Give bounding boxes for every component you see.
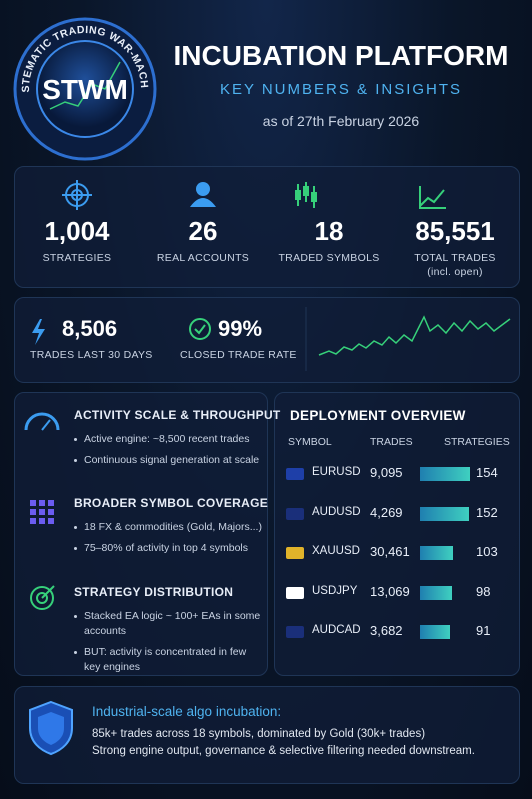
strategy-bar <box>420 506 470 521</box>
kpi-icons <box>62 180 446 210</box>
kpi-value: 26 <box>188 216 218 246</box>
strategy-bar <box>420 467 470 481</box>
strategy-bar <box>420 546 454 560</box>
flag <box>286 507 304 520</box>
row-symbol: USDJPY <box>312 584 358 597</box>
logo: SYSTEMATIC TRADING WAR-MACHINE STWM <box>10 14 157 161</box>
insight-icons <box>24 412 60 610</box>
footer-line: Strong engine output, governance & selec… <box>92 745 475 757</box>
flag <box>286 547 304 559</box>
row-trades: 4,269 <box>370 504 403 520</box>
column-header: STRATEGIES <box>444 436 510 448</box>
row-strategies: 103 <box>476 544 498 559</box>
stat-label: TRADES LAST 30 DAYS <box>30 349 153 361</box>
deployment-title: DEPLOYMENT OVERVIEW <box>290 408 466 423</box>
stats-graphics <box>32 307 511 371</box>
insight-bullet: Active engine: ~8,500 recent trades <box>74 432 264 447</box>
footer-title: Industrial-scale algo incubation: <box>92 704 282 719</box>
title: INCUBATION PLATFORM <box>173 40 509 71</box>
insight-bullet: BUT: activity is concentrated in few key… <box>74 645 264 675</box>
kpi-note: (incl. open) <box>427 266 483 278</box>
subtitle: KEY NUMBERS & INSIGHTS <box>219 81 463 98</box>
row-symbol: EURUSD <box>312 466 361 478</box>
shield-icon <box>29 700 73 756</box>
insight-title: ACTIVITY SCALE & THROUGHPUT <box>74 408 281 422</box>
stat-value: 99% <box>218 316 263 341</box>
flag <box>286 626 304 638</box>
column-header: SYMBOL <box>288 436 332 448</box>
deployment-panel <box>274 392 520 676</box>
date: as of 27th February 2026 <box>262 113 420 129</box>
kpi-label: TOTAL TRADES <box>414 252 496 264</box>
row-symbol: AUDUSD <box>312 505 361 518</box>
row-strategies: 154 <box>476 465 498 480</box>
kpi-label: REAL ACCOUNTS <box>156 252 250 264</box>
stats-panel <box>14 297 520 383</box>
stat-label: CLOSED TRADE RATE <box>180 349 297 361</box>
row-trades: 30,461 <box>370 544 410 559</box>
insight-bullet: 75–80% of activity in top 4 symbols <box>74 541 264 556</box>
kpi-label: STRATEGIES <box>42 252 112 264</box>
insight-bullet: Stacked EA logic ~ 100+ EAs in some acco… <box>74 609 264 639</box>
row-strategies: 152 <box>476 504 498 520</box>
insight-title: STRATEGY DISTRIBUTION <box>74 585 234 599</box>
kpi-value: 1,004 <box>44 216 110 246</box>
flag <box>286 468 304 480</box>
row-strategies: 91 <box>476 623 491 638</box>
strategy-bar <box>420 625 450 639</box>
insight-title: BROADER SYMBOL COVERAGE <box>74 496 269 510</box>
insight-bullet: 18 FX & commodities (Gold, Majors...) <box>74 520 264 535</box>
row-symbol: AUDCAD <box>312 624 361 636</box>
footer-line: 85k+ trades across 18 symbols, dominated… <box>92 728 426 740</box>
column-header: TRADES <box>370 436 413 448</box>
footer-panel <box>14 686 520 784</box>
logo-text: STWM <box>42 74 128 105</box>
flag <box>286 586 304 599</box>
kpi-value: 85,551 <box>415 216 495 246</box>
row-symbol: XAUUSD <box>312 545 360 557</box>
row-trades: 13,069 <box>370 583 410 599</box>
row-strategies: 98 <box>476 583 491 599</box>
strategy-bar <box>420 585 452 600</box>
row-trades: 9,095 <box>370 465 403 480</box>
insights-panel <box>14 392 268 676</box>
kpi-value: 18 <box>314 216 344 246</box>
row-trades: 3,682 <box>370 623 403 638</box>
stat-value: 8,506 <box>62 316 118 341</box>
kpi-label: TRADED SYMBOLS <box>278 252 380 264</box>
insight-bullet: Continuous signal generation at scale <box>74 453 264 468</box>
kpi-panel <box>14 166 520 288</box>
